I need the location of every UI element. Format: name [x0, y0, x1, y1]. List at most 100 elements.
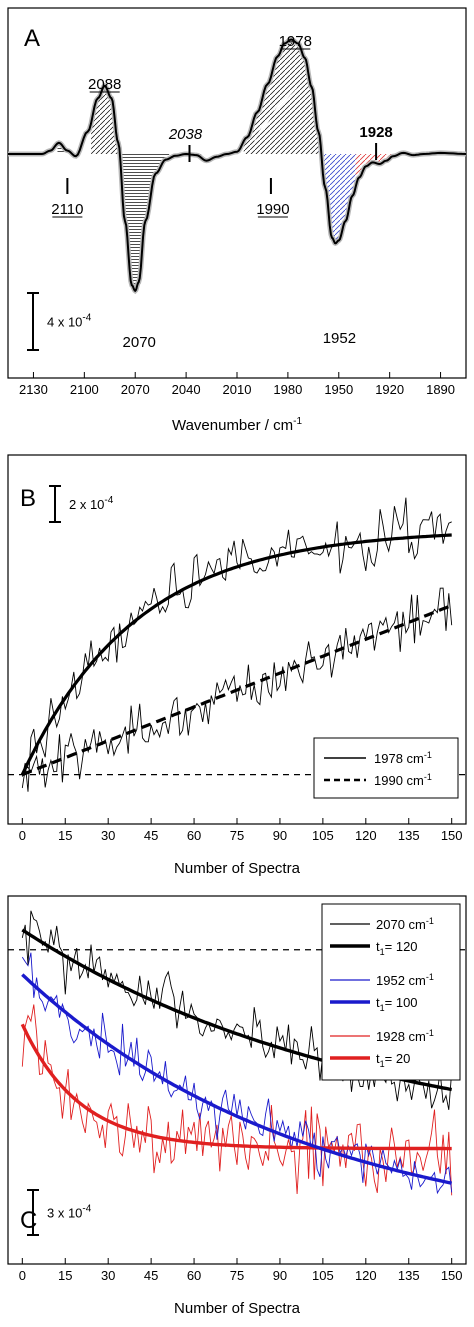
- legend-fit-label-2: t1= 20: [376, 1051, 410, 1069]
- peak-label-2038: 2038: [168, 126, 203, 143]
- panel-a-tick-label-8: 1890: [426, 382, 455, 397]
- panel-b-plot: [8, 497, 466, 792]
- panel-a-tick-label-4: 2010: [223, 382, 252, 397]
- legend-label-text-0: 1978 cm: [374, 751, 424, 766]
- panel-b-tick-label-0: 0: [19, 828, 26, 843]
- panel-b-x-axis-label: Number of Spectra: [174, 860, 301, 877]
- legend-fit-value-1: = 100: [385, 995, 418, 1010]
- panel-b-scale-bar-exponent: -4: [104, 495, 113, 506]
- legend-label-sup-0: -1: [424, 750, 432, 760]
- panel-c-tick-label-10: 150: [441, 1268, 463, 1283]
- panel-a-letter: A: [24, 25, 40, 52]
- legend-fit-t-2: t: [376, 1051, 380, 1066]
- panel-a-shading: [57, 39, 399, 291]
- panel-b-tick-label-6: 90: [273, 828, 287, 843]
- panel-a-tick-label-6: 1950: [324, 382, 353, 397]
- legend-raw-sup-1: -1: [426, 972, 434, 982]
- peak-label-2110: 2110: [51, 201, 83, 218]
- peak-label-2088: 2088: [88, 76, 121, 93]
- legend-fit-label-0: t1= 120: [376, 939, 418, 957]
- legend-raw-label-0: 2070 cm-1: [376, 916, 434, 932]
- series-1-fit: [21, 973, 453, 1185]
- panel-b: B 0 15 30 45 60 75 90 105 120 135 150 2 x 10-4 197…: [7, 454, 467, 877]
- series-1978-noisy: [21, 497, 452, 792]
- panel-b-tick-label-2: 30: [101, 828, 115, 843]
- series-1978-fit: [20, 533, 452, 776]
- legend-fit-t-1: t: [376, 995, 380, 1010]
- panel-c-tick-label-7: 105: [312, 1268, 334, 1283]
- panel-a-x-ticks: 2130 2100 2070 2040 2010 1980 1950 1920 1890: [19, 372, 455, 397]
- legend-label-text-1: 1990 cm: [374, 773, 424, 788]
- legend-raw-text-1: 1952 cm: [376, 973, 426, 988]
- panel-a-scale-bar: 4 x 10-4: [27, 292, 92, 351]
- spectrum-line: [8, 38, 467, 293]
- shade-1928: [355, 154, 399, 187]
- panel-c-scale-bar-label: 3 x 10-4: [47, 1204, 92, 1221]
- panel-a-scale-bar-exponent: -4: [82, 313, 91, 324]
- legend-fit-sub-2: 1: [380, 1059, 385, 1069]
- series-2-fit: [20, 1023, 452, 1151]
- peak-label-1990: 1990: [256, 201, 289, 218]
- peak-label-1928: 1928: [359, 124, 392, 141]
- peak-label-1952: 1952: [323, 330, 356, 347]
- panel-b-scale-bar: 2 x 10-4: [49, 485, 114, 523]
- legend-raw-sup-0: -1: [426, 916, 434, 926]
- panel-a-tick-label-2: 2070: [121, 382, 150, 397]
- panel-c-tick-label-6: 90: [273, 1268, 287, 1283]
- panel-c-x-axis-label: Number of Spectra: [174, 1300, 301, 1317]
- legend-raw-label-1: 1952 cm-1: [376, 972, 434, 988]
- legend-fit-label-1: t1= 100: [376, 995, 418, 1013]
- shade-separator: [253, 86, 298, 141]
- panel-c-tick-label-2: 30: [101, 1268, 115, 1283]
- shade-2070: [121, 154, 170, 291]
- panel-b-tick-label-7: 105: [312, 828, 334, 843]
- panel-a-tick-label-3: 2040: [172, 382, 201, 397]
- panel-a-tick-label-7: 1920: [375, 382, 404, 397]
- series-1990-fit: [21, 603, 453, 777]
- panel-a-tick-label-0: 2130: [19, 382, 48, 397]
- panel-c-tick-label-5: 75: [230, 1268, 244, 1283]
- panel-c-letter: C: [20, 1207, 37, 1234]
- panel-c-tick-label-9: 135: [398, 1268, 420, 1283]
- shade-1978: [243, 39, 319, 154]
- legend-fit-value-2: = 20: [385, 1051, 411, 1066]
- legend-raw-text-2: 1928 cm: [376, 1029, 426, 1044]
- panel-c-scale-bar-exponent: -4: [82, 1204, 91, 1215]
- peak-label-1978: 1978: [279, 33, 312, 50]
- panel-c-tick-label-0: 0: [19, 1268, 26, 1283]
- series-1990-noisy: [21, 587, 453, 789]
- panel-b-tick-label-1: 15: [58, 828, 72, 843]
- legend-fit-t-0: t: [376, 939, 380, 954]
- panel-c: C 0 15 30 45 60 75 90 105 120 135 150 3 x 10-4 207…: [7, 895, 467, 1317]
- legend-label-1: 1990 cm-1: [374, 772, 432, 788]
- legend-raw-sup-2: -1: [426, 1028, 434, 1038]
- panel-b-tick-label-9: 135: [398, 828, 420, 843]
- panel-a-tick-label-5: 1980: [273, 382, 302, 397]
- legend-label-sup-1: -1: [424, 772, 432, 782]
- legend-fit-value-0: = 120: [385, 939, 418, 954]
- legend-box: [321, 903, 461, 1081]
- panel-b-scale-bar-label: 2 x 10-4: [69, 495, 114, 512]
- panel-b-tick-label-5: 75: [230, 828, 244, 843]
- panel-a-scale-bar-text: 4 x 10: [47, 315, 82, 330]
- panel-c-tick-label-1: 15: [58, 1268, 72, 1283]
- panel-b-letter: B: [20, 485, 36, 512]
- panel-b-tick-label-8: 120: [355, 828, 377, 843]
- panel-a-tick-label-1: 2100: [70, 382, 99, 397]
- legend-raw-label-2: 1928 cm-1: [376, 1028, 434, 1044]
- panel-a: A 2130 2100 2070 2040 2010 1980 1950 1920 1890 2…: [7, 7, 467, 434]
- spectrum-fit-gray: [8, 36, 467, 295]
- panel-c-x-ticks: 0 15 30 45 60 75 90 105 120 135 150: [19, 1258, 463, 1283]
- panel-b-tick-label-3: 45: [144, 828, 158, 843]
- panel-a-scale-bar-label: 4 x 10-4: [47, 313, 92, 330]
- panel-b-x-ticks: 0 15 30 45 60 75 90 105 120 135 150: [19, 818, 463, 843]
- panel-b-scale-bar-text: 2 x 10: [69, 497, 104, 512]
- panel-c-tick-label-8: 120: [355, 1268, 377, 1283]
- legend-fit-sub-0: 1: [380, 947, 385, 957]
- panel-a-annotations: 2088 2110 2070 2038 1978 1990 1952 1928: [51, 33, 393, 351]
- panel-c-scale-bar-text: 3 x 10: [47, 1206, 82, 1221]
- panel-c-tick-label-4: 60: [187, 1268, 201, 1283]
- panel-a-x-axis-label: Wavenumber / cm-1: [172, 416, 302, 434]
- legend-raw-text-0: 2070 cm: [376, 917, 426, 932]
